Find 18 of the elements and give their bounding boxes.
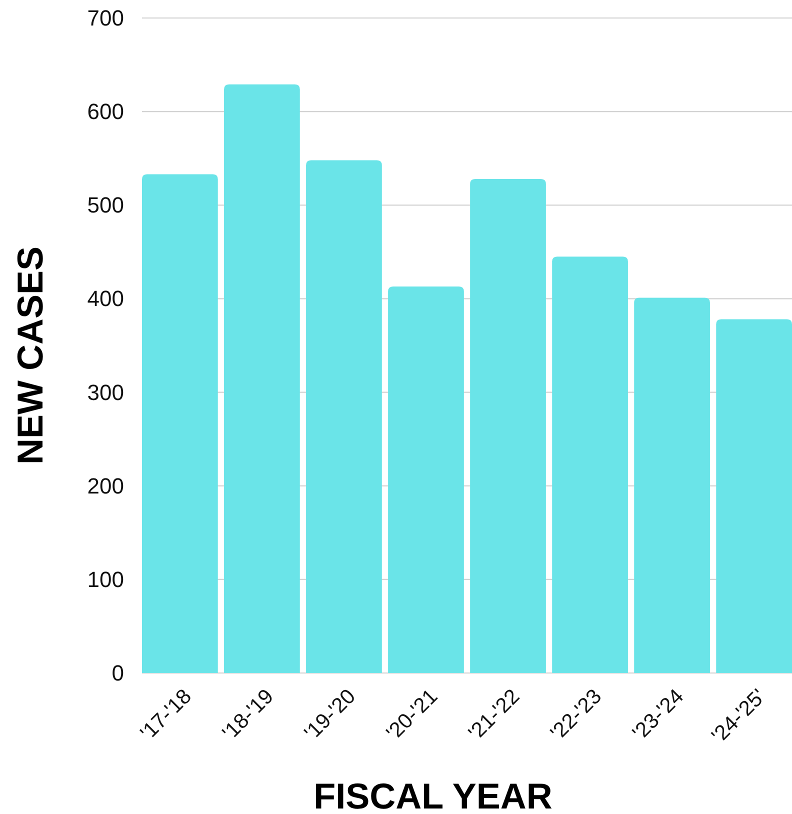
bar — [470, 178, 546, 673]
y-tick-label: 300 — [87, 380, 124, 405]
bar — [224, 84, 300, 673]
y-tick-label: 500 — [87, 192, 124, 218]
bar — [142, 174, 218, 673]
y-tick-label: 600 — [87, 99, 124, 124]
x-axis-title: FISCAL YEAR — [314, 776, 552, 814]
y-tick-label: 400 — [87, 286, 124, 312]
y-tick-label: 200 — [87, 473, 124, 498]
bar — [634, 298, 710, 673]
y-tick-label: 0 — [112, 660, 124, 686]
bar — [388, 286, 464, 673]
bar — [306, 160, 382, 673]
y-tick-label: 100 — [87, 566, 124, 592]
y-axis-title: NEW CASES — [10, 246, 50, 465]
bar — [552, 256, 628, 673]
y-tick-label: 700 — [87, 6, 124, 30]
bar — [716, 319, 792, 673]
